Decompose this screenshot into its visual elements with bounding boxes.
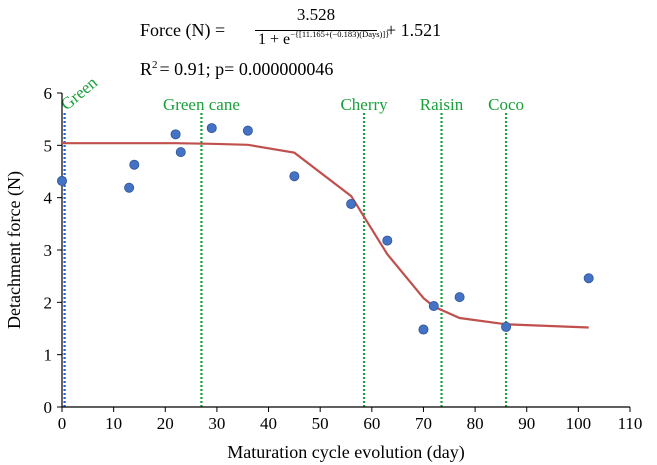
x-tick-label: 110 [618,414,643,433]
x-tick-label: 50 [312,414,329,433]
data-point [242,125,253,136]
r2-superscript: 2 [152,59,158,71]
data-point [129,159,140,170]
fit-curve-layer [62,142,589,329]
equation-lhs: Force (N) = [140,20,226,40]
equation-r2: R2 = 0.91; p= 0.000000046 [140,59,333,80]
data-point [124,182,135,193]
tick-labels: 0 10 20 30 40 50 60 70 80 90 100 110 0 1 2 3 4 5 6 [44,84,643,433]
y-tick-label: 4 [44,189,53,208]
x-tick-label: 70 [415,414,432,433]
x-tick-label: 60 [363,414,380,433]
equation-exponent: −{[11.165+(−0.183)(Days)]} [290,29,390,39]
equation-fraction-bar [255,30,377,31]
equation-denominator-base: 1 + e [258,31,291,48]
equation-numerator: 3.528 [296,5,336,24]
data-point [501,321,512,332]
x-tick-label: 90 [518,414,535,433]
data-point [346,198,357,209]
data-point [170,129,181,140]
data-point [57,175,68,186]
x-tick-label: 0 [58,414,67,433]
y-tick-label: 2 [44,293,53,312]
stage-label: Raisin [420,95,464,114]
data-point [382,235,393,246]
y-tick-label: 3 [44,241,53,260]
data-point [289,171,300,182]
fit-curve [62,142,589,329]
y-axis-title: Detachment force (N) [4,171,25,329]
data-point [428,300,439,311]
data-point [418,324,429,335]
y-tick-label: 1 [44,346,53,365]
y-tick-label: 0 [44,398,53,417]
equation-tail: + 1.521 [386,20,442,40]
x-tick-label: 80 [467,414,484,433]
stage-label: Coco [488,95,524,114]
x-tick-label: 40 [260,414,277,433]
stage-label: Cherry [340,95,388,114]
y-tick-label: 5 [44,136,53,155]
r2-prefix: R [140,59,153,79]
data-point [583,273,594,284]
data-point [206,123,217,134]
data-points [57,123,594,335]
y-tick-label: 6 [44,84,53,103]
x-tick-label: 100 [566,414,592,433]
data-point [454,292,465,303]
r2-rest: = 0.91; p= 0.000000046 [159,59,334,79]
equation-denominator: 1 + e−{[11.165+(−0.183)(Days)]} [258,29,390,49]
stage-label: Green [57,72,101,114]
x-axis-title: Maturation cycle evolution (day) [227,442,464,463]
x-tick-label: 20 [157,414,174,433]
x-tick-label: 30 [208,414,225,433]
stage-markers: Green Green cane Cherry Raisin Coco [57,72,524,407]
axes [57,92,631,412]
x-tick-label: 10 [105,414,122,433]
stage-label: Green cane [163,95,240,114]
data-point [175,147,186,158]
